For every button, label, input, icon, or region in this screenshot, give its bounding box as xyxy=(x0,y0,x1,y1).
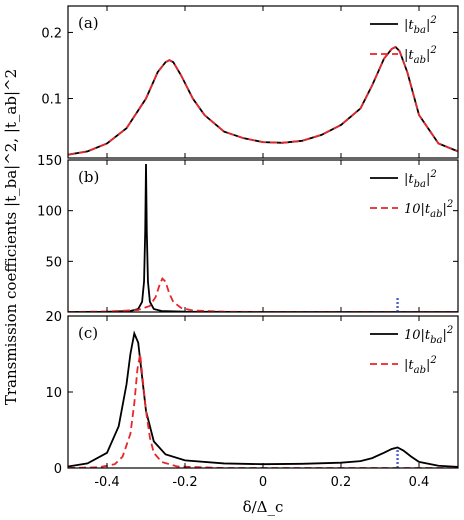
panel-label-3: (c) xyxy=(78,324,98,342)
legend-label-panel2-0: |tba|2 xyxy=(404,169,437,190)
panel-label-2: (b) xyxy=(78,168,99,186)
x-tick-label: -0.2 xyxy=(172,475,197,490)
panel-frame-2 xyxy=(67,159,459,313)
y-axis-title: Transmission coefficients |t_ba|^2, |t_a… xyxy=(2,69,20,405)
legend-label-panel1-1: |tab|2 xyxy=(404,45,437,66)
x-tick-label: 0.2 xyxy=(331,475,352,490)
y-tick-label-panel2: 100 xyxy=(37,205,62,220)
series-line-panel2-1 xyxy=(68,277,458,312)
legend-label-panel3-0: 10|tba|2 xyxy=(404,325,453,346)
x-tick-label: 0 xyxy=(259,475,267,490)
legend-label-panel1-0: |tba|2 xyxy=(404,15,437,36)
y-tick-label-panel2: 150 xyxy=(37,154,62,169)
legend-label-panel3-1: |tab|2 xyxy=(404,355,437,376)
x-tick-label: 0.4 xyxy=(409,475,430,490)
y-tick-label-panel1: 0.1 xyxy=(41,93,62,108)
x-tick-label: -0.4 xyxy=(94,475,119,490)
series-line-panel2-0 xyxy=(68,164,458,312)
legend-label-panel2-1: 10|tab|2 xyxy=(404,199,453,220)
x-axis-title: δ/Δ_c xyxy=(243,498,284,516)
y-tick-label-panel3: 20 xyxy=(45,310,62,325)
panel-frame-1 xyxy=(67,5,459,159)
series-line-panel3-0 xyxy=(68,330,458,468)
panel-label-1: (a) xyxy=(78,14,99,32)
series-line-panel3-1 xyxy=(68,353,458,468)
y-tick-label-panel1: 0.2 xyxy=(41,26,62,41)
y-tick-label-panel3: 10 xyxy=(45,386,62,401)
series-line-panel1-0 xyxy=(68,45,458,156)
y-tick-label-panel2: 50 xyxy=(45,255,62,270)
y-tick-label-panel3: 0 xyxy=(54,462,62,477)
series-line-panel1-1 xyxy=(68,45,458,156)
